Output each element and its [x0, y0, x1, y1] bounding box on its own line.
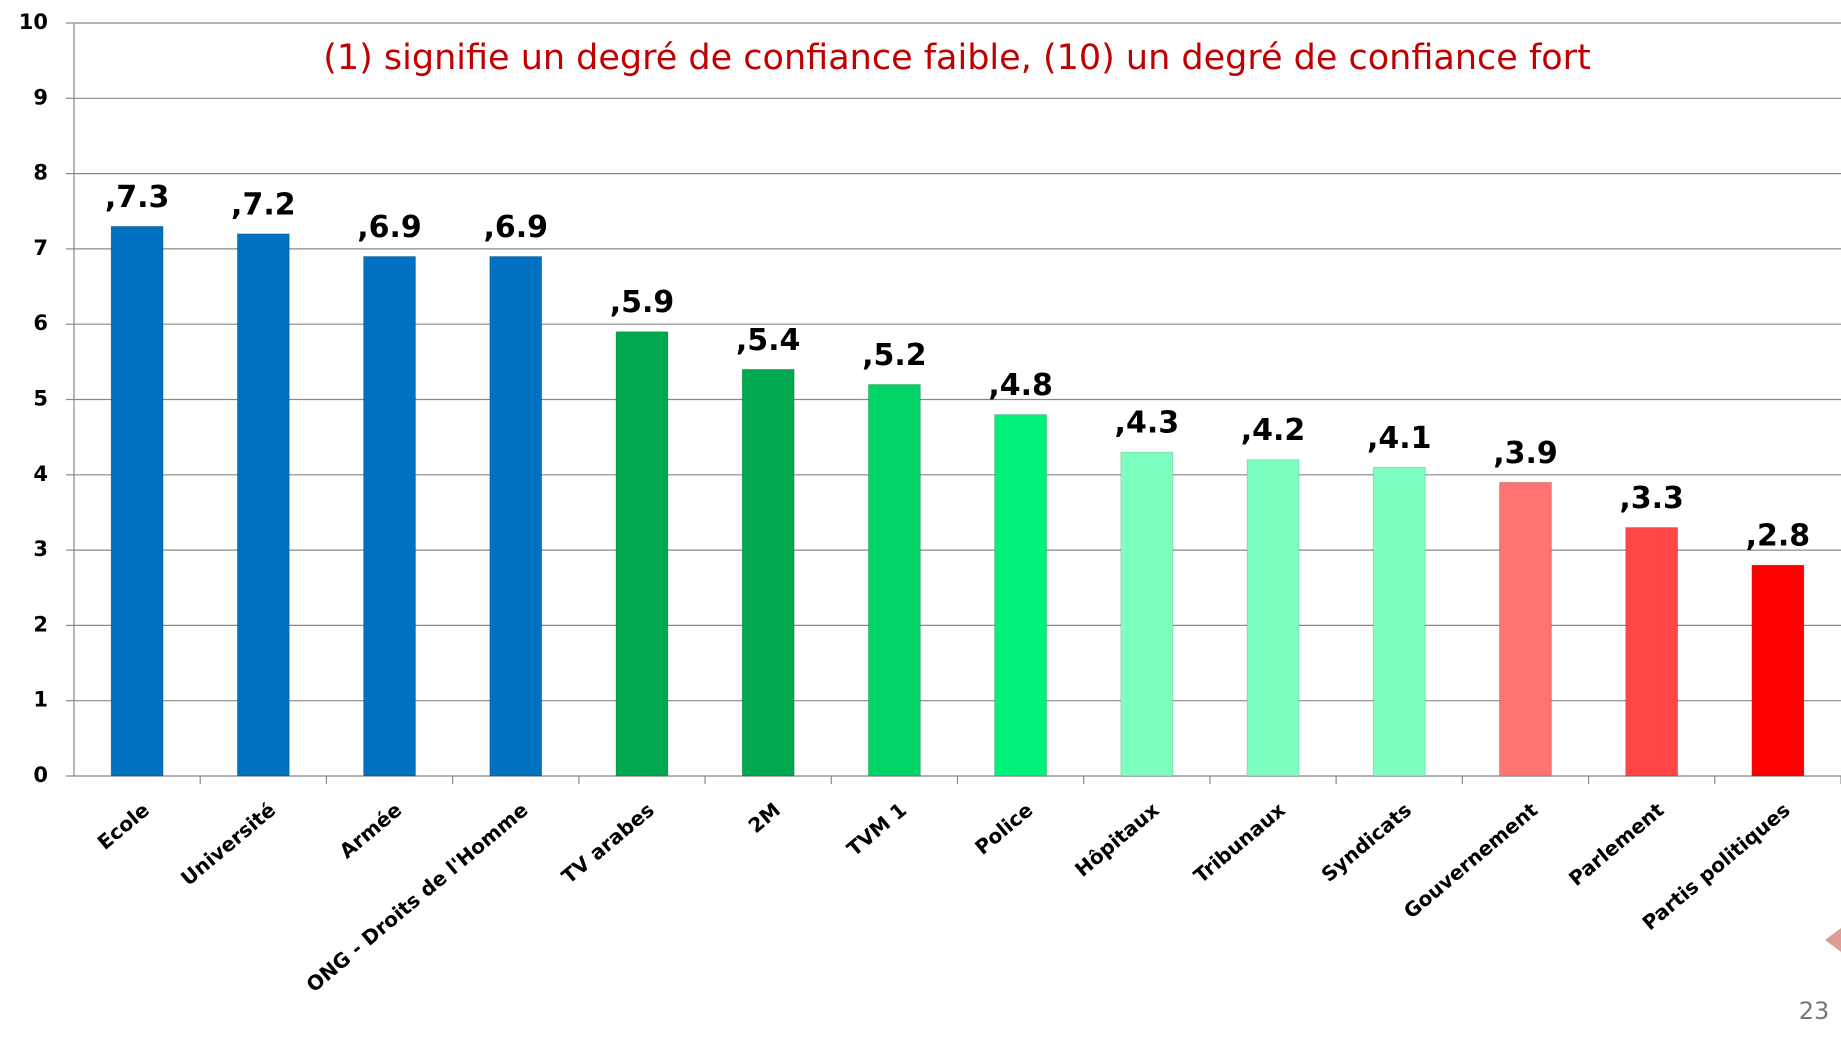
x-tick-label: ONG - Droits de l'Homme: [301, 798, 532, 997]
x-tick-label: TV arabes: [557, 798, 659, 889]
y-tick-label: 0: [33, 763, 48, 787]
y-tick-label: 3: [33, 537, 48, 561]
x-tick-label: Hôpitaux: [1070, 798, 1164, 882]
value-label: ,6.9: [357, 210, 422, 245]
chart-title: (1) signifie un degré de confiance faibl…: [323, 38, 1591, 78]
bar: [994, 414, 1048, 777]
value-label: ,6.9: [483, 210, 548, 245]
bar: [615, 331, 669, 777]
value-label: ,5.2: [862, 338, 927, 373]
bar: [867, 383, 921, 777]
x-tick-label: Ecole: [93, 798, 154, 855]
bar: [1625, 527, 1679, 777]
bar: [1120, 451, 1174, 777]
y-tick-label: 6: [33, 311, 48, 335]
x-tick-label: 2M: [744, 798, 785, 838]
value-label: ,7.2: [231, 187, 296, 222]
y-tick-label: 2: [33, 612, 48, 636]
x-tick-label: TVM 1: [842, 798, 911, 861]
bar: [1372, 466, 1426, 777]
y-tick-label: 8: [33, 161, 48, 185]
bar: [489, 255, 543, 777]
x-tick-label: Gouvernement: [1399, 797, 1543, 923]
value-label: ,5.4: [736, 323, 801, 358]
bar: [1498, 481, 1552, 777]
value-label: ,2.8: [1746, 519, 1811, 554]
x-tick-label: Police: [970, 798, 1037, 860]
bar: [1246, 459, 1300, 777]
y-tick-label: 10: [19, 10, 48, 34]
y-tick-label: 7: [33, 236, 48, 260]
x-tick-label: Syndicats: [1317, 798, 1416, 887]
value-label: ,7.3: [105, 180, 170, 215]
bar: [1751, 564, 1805, 777]
decoration: [1825, 928, 1841, 952]
value-label: ,3.3: [1619, 481, 1684, 516]
y-tick-label: 1: [33, 688, 48, 712]
value-label: ,4.1: [1367, 421, 1432, 456]
value-label: ,5.9: [610, 285, 675, 320]
x-tick-label: Armée: [335, 798, 407, 864]
x-tick-label: Parlement: [1564, 797, 1669, 890]
y-tick-label: 9: [33, 85, 48, 109]
page-number: 23: [1799, 997, 1830, 1025]
x-tick-label: Tribunaux: [1189, 798, 1290, 888]
bar: [236, 233, 290, 777]
y-tick-label: 4: [33, 462, 48, 486]
value-label: ,4.8: [988, 368, 1053, 403]
bar: [363, 255, 417, 777]
value-label: ,4.3: [1115, 406, 1180, 441]
x-tick-label: Université: [176, 798, 280, 891]
y-tick-label: 5: [33, 387, 48, 411]
bar: [110, 225, 164, 777]
bar: [741, 368, 795, 777]
value-label: ,4.2: [1241, 413, 1306, 448]
value-label: ,3.9: [1493, 436, 1558, 471]
